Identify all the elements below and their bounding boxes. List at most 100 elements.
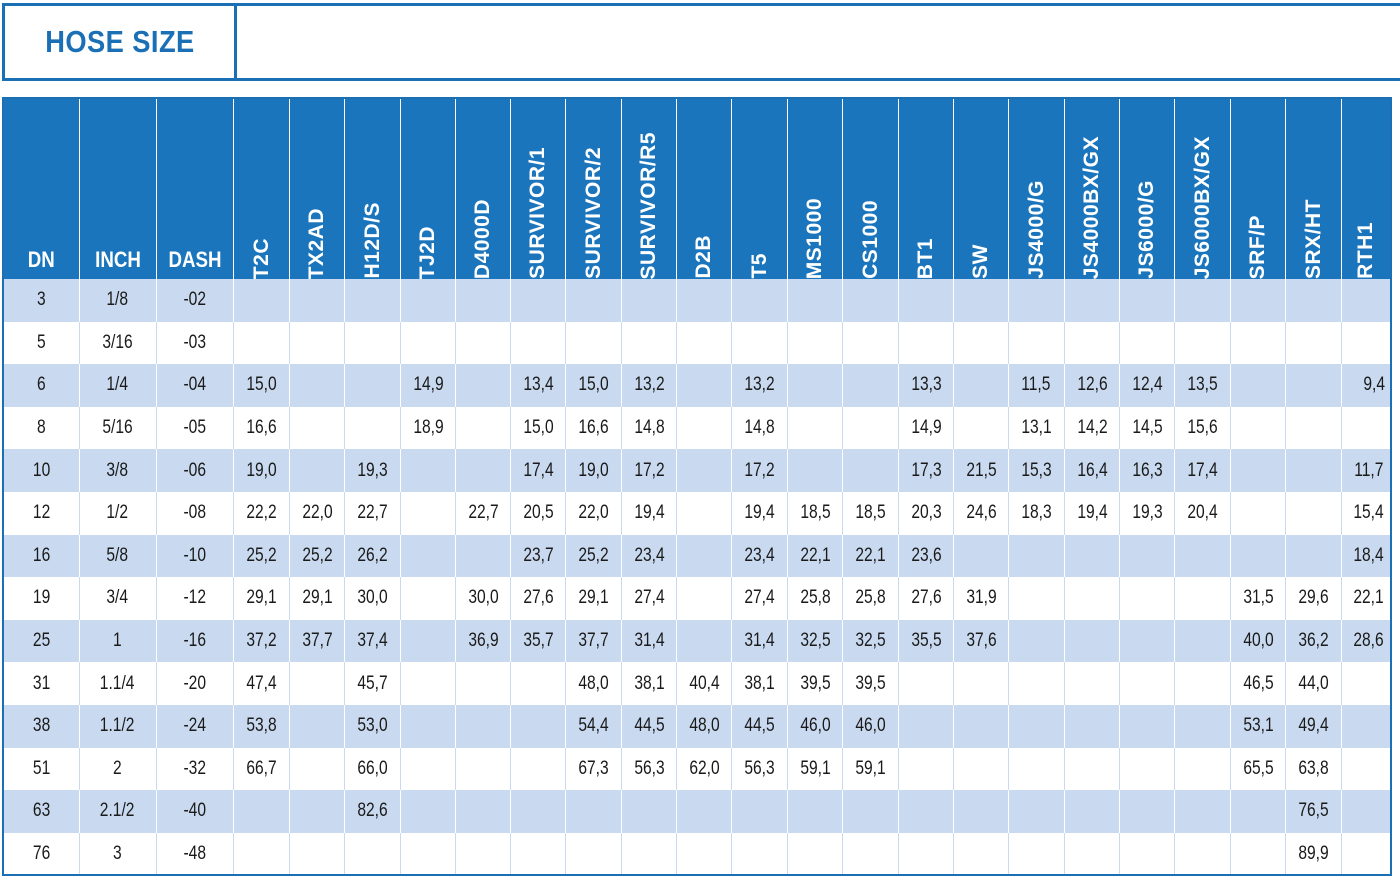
cell-value: 17,4 [522,459,554,481]
size-cell [399,619,455,663]
column-header-label: DN [27,247,55,272]
column-header-label: TX2AD [305,207,328,279]
cell-value: 19,4 [633,502,665,524]
size-cell: 63,8 [1284,747,1341,791]
size-cell [952,364,1008,407]
table-row: 5 3/16 -03 [3,321,1391,365]
size-cell: 66,7 [232,747,289,791]
size-cell: 9,4 [1340,364,1391,407]
column-header-label: INCH [94,247,141,272]
column-header: TJ2D [399,98,455,279]
table-row: 12 1/2 -08 22,2 22,0 22,7 22,7 20,5 22,0 19,4 19,4… [3,491,1391,535]
size-cell: 19,4 [730,491,787,535]
size-cell: 29,1 [288,577,344,620]
cell-value: 15,4 [1353,502,1384,524]
size-cell [1229,832,1285,876]
cell-value: 51 [32,757,50,779]
size-cell: 53,8 [232,704,289,748]
size-cell: 17,3 [897,449,953,492]
size-cell [1118,662,1174,705]
cell-value: 15,0 [245,374,277,396]
size-cell [841,406,898,450]
cell-value: 16 [32,544,50,566]
size-cell: 14,9 [897,406,953,450]
cell-value: 1/2 [106,502,129,524]
cell-value: 89,9 [1297,842,1329,864]
cell-value: 13,2 [743,374,775,396]
size-cell: 31,4 [730,619,787,663]
cell-value: -10 [183,544,206,566]
size-cell [1229,491,1285,535]
cell-value: 37,7 [301,630,333,652]
cell-value: 10 [32,459,50,481]
dash-cell: -16 [155,619,233,663]
size-cell: 17,4 [1173,449,1230,492]
cell-value: 1/8 [106,289,129,311]
cell-value: 22,7 [356,502,388,524]
size-cell: 23,4 [620,534,676,578]
size-cell [1173,577,1230,620]
size-cell [841,832,898,876]
cell-value: 27,4 [743,587,775,609]
size-cell [1007,662,1064,705]
size-cell: 11,7 [1340,449,1391,492]
size-cell [1007,577,1064,620]
cell-value: 14,8 [743,417,775,439]
cell-value: 35,7 [522,630,554,652]
size-cell: 49,4 [1284,704,1341,748]
cell-value: 19,3 [356,459,388,481]
cell-value: 66,0 [356,757,388,779]
cell-value: 9,4 [1362,374,1385,396]
size-cell: 22,7 [343,491,400,535]
size-cell [399,577,455,620]
size-cell [1118,704,1174,748]
size-cell [841,364,898,407]
column-header-label: T2C [249,237,273,279]
cell-value: 40,0 [1242,630,1274,652]
size-cell [399,704,455,748]
size-cell: 17,2 [620,449,676,492]
cell-value: 26,2 [356,544,388,566]
size-cell [1118,534,1174,578]
size-cell: 25,2 [288,534,344,578]
column-header-label: JS6000/G [1135,180,1158,279]
size-cell [399,747,455,791]
cell-value: 16,6 [245,417,277,439]
size-cell [841,790,898,833]
size-cell [1284,321,1341,365]
size-cell [1063,790,1119,833]
cell-value: 31,9 [965,587,997,609]
size-cell [1340,747,1391,791]
size-cell [675,534,731,578]
cell-value: 32,5 [854,630,886,652]
column-header: JS6000/G [1118,98,1174,279]
cell-value: -16 [183,630,206,652]
inch-cell: 1/8 [78,279,156,322]
column-header-label: SW [969,244,992,279]
size-cell [288,364,344,407]
size-cell: 89,9 [1284,832,1341,876]
size-cell [1063,704,1119,748]
table-row: 3 1/8 -02 [3,279,1391,322]
inch-cell: 3/16 [78,321,156,365]
title-box: HOSE SIZE [2,3,1400,81]
size-cell: 19,3 [343,449,400,492]
inch-cell: 2 [78,747,156,791]
size-cell [952,406,1008,450]
size-cell: 48,0 [564,662,621,705]
size-cell [1284,491,1341,535]
column-header-label: JS4000BX/GX [1080,135,1103,279]
size-cell: 22,1 [1340,577,1391,620]
size-cell [1118,577,1174,620]
size-cell: 30,0 [454,577,510,620]
size-cell [620,790,676,833]
size-cell: 36,9 [454,619,510,663]
size-cell: 16,6 [564,406,621,450]
cell-value: 37,7 [577,630,609,652]
inch-cell: 1.1/4 [78,662,156,705]
dn-cell: 19 [3,577,79,620]
cell-value: 18,9 [412,417,444,439]
size-cell: 31,9 [952,577,1008,620]
cell-value: 20,5 [522,502,554,524]
cell-value: 54,4 [577,715,609,737]
